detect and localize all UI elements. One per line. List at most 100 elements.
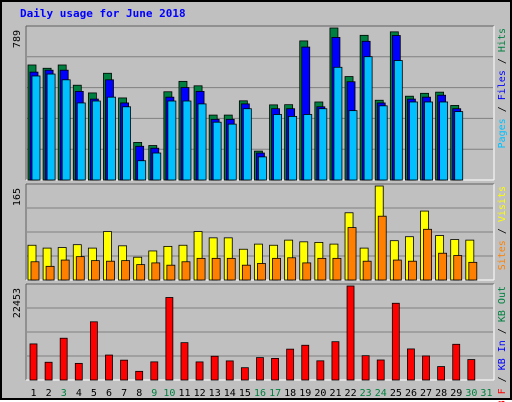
y-series-label-part: Hits: [497, 28, 508, 52]
bar-kb-f-day-22: [346, 285, 355, 381]
bar-sites-day-22: [347, 227, 357, 281]
y-series-label-part: /: [497, 222, 508, 240]
bar-kb-f-day-19: [301, 344, 310, 381]
bar-pages-day-10: [167, 100, 177, 181]
bar-kb-f-day-13: [210, 355, 219, 381]
bar-kb-f-day-28: [437, 366, 446, 381]
bar-pages-day-11: [182, 100, 192, 181]
bar-kb-f-day-5: [89, 321, 98, 381]
bar-pages-day-27: [424, 101, 433, 181]
x-tick-label: 5: [91, 388, 97, 399]
bar-sites-day-14: [226, 257, 236, 281]
bar-sites-day-15: [241, 264, 251, 281]
bar-sites-day-10: [166, 264, 176, 281]
bar-kb-f-day-15: [240, 367, 249, 381]
x-tick-label: 11: [178, 388, 190, 399]
bar-sites-day-8: [136, 264, 146, 281]
x-tick-label: 20: [314, 388, 326, 399]
bar-kb-f-day-4: [74, 362, 83, 381]
bar-pages-day-13: [212, 121, 222, 181]
x-tick-label: 12: [194, 388, 206, 399]
y-series-label-part: /: [497, 100, 508, 118]
bar-kb-f-day-17: [271, 357, 279, 381]
bar-pages-day-25: [393, 60, 403, 181]
bar-kb-f-day-9: [150, 361, 159, 381]
y-series-label: KB F / KB In / KB Out: [497, 286, 508, 402]
bar-sites-day-17: [272, 257, 281, 281]
y-series-label-part: KB Out: [497, 286, 508, 322]
bar-pages-day-5: [91, 100, 101, 181]
bar-sites-day-20: [317, 257, 327, 281]
y-series-label: Sites / Visits: [497, 186, 508, 270]
bar-sites-day-30: [468, 261, 478, 281]
bar-sites-day-6: [106, 260, 115, 281]
bar-sites-day-13: [211, 257, 221, 281]
bar-sites-day-27: [423, 228, 432, 281]
y-series-label-part: /: [497, 370, 508, 388]
bar-kb-f-day-27: [422, 355, 430, 381]
bar-kb-f-day-20: [316, 360, 325, 381]
chart-title: Daily usage for June 2018: [20, 7, 186, 20]
bar-kb-f-day-8: [135, 370, 144, 381]
bar-pages-day-6: [107, 96, 116, 181]
bar-kb-f-day-18: [286, 348, 295, 381]
bar-kb-f-day-26: [407, 348, 415, 381]
bar-pages-day-16: [258, 156, 267, 181]
x-tick-label: 22: [345, 388, 357, 399]
bar-kb-f-day-7: [120, 359, 128, 381]
bar-pages-day-20: [318, 108, 328, 181]
y-series-label-part: KB In: [497, 340, 508, 370]
bar-pages-day-4: [76, 102, 86, 181]
bar-sites-day-12: [196, 257, 206, 281]
bar-kb-f-day-14: [225, 360, 234, 381]
x-tick-label: 10: [163, 388, 175, 399]
bar-pages-day-26: [409, 101, 418, 181]
bar-pages-day-14: [227, 123, 237, 181]
x-tick-label: 8: [136, 388, 142, 399]
bar-pages-day-17: [273, 114, 282, 181]
bar-sites-day-26: [408, 260, 417, 281]
x-tick-label: 9: [151, 388, 157, 399]
bar-kb-f-day-16: [256, 357, 264, 381]
bar-sites-day-28: [438, 252, 448, 281]
y-series-label: Pages / Files / Hits: [497, 28, 508, 148]
y-series-label-part: Pages: [497, 118, 508, 148]
bar-pages-day-8: [137, 160, 147, 181]
x-tick-label: 31: [480, 388, 492, 399]
x-tick-label: 1: [31, 388, 37, 399]
x-tick-label: 15: [239, 388, 251, 399]
bar-pages-day-22: [348, 110, 358, 181]
bar-kb-f-day-30: [467, 359, 476, 381]
bar-kb-f-day-3: [59, 337, 68, 381]
bar-sites-day-7: [121, 260, 130, 281]
y-max-label: 22453: [12, 288, 23, 318]
bar-kb-f-day-2: [44, 361, 53, 381]
x-tick-label: 23: [360, 388, 372, 399]
bar-sites-day-11: [181, 261, 191, 281]
x-tick-label: 13: [209, 388, 221, 399]
bar-sites-day-4: [75, 256, 85, 281]
x-tick-label: 27: [420, 388, 432, 399]
y-max-label: 165: [12, 188, 23, 206]
bar-pages-day-3: [61, 79, 71, 181]
x-tick-label: 30: [465, 388, 477, 399]
bar-sites-day-1: [30, 261, 40, 281]
x-tick-label: 25: [390, 388, 402, 399]
y-series-label-part: Sites: [497, 240, 508, 270]
x-tick-label: 28: [435, 388, 447, 399]
x-tick-label: 14: [224, 388, 236, 399]
bar-pages-day-1: [31, 75, 41, 181]
y-series-label-part: Visits: [497, 186, 508, 222]
x-tick-label: 21: [329, 388, 341, 399]
bar-sites-day-25: [392, 259, 402, 281]
bar-pages-day-28: [439, 101, 449, 181]
y-series-label-part: KB F: [497, 388, 508, 402]
bar-sites-day-21: [332, 257, 342, 281]
y-series-label-part: Files: [497, 70, 508, 100]
bar-sites-day-3: [60, 259, 70, 281]
x-tick-label: 3: [61, 388, 67, 399]
bar-pages-day-9: [152, 152, 162, 181]
bar-kb-f-day-10: [165, 297, 174, 381]
bar-pages-day-19: [303, 114, 313, 181]
